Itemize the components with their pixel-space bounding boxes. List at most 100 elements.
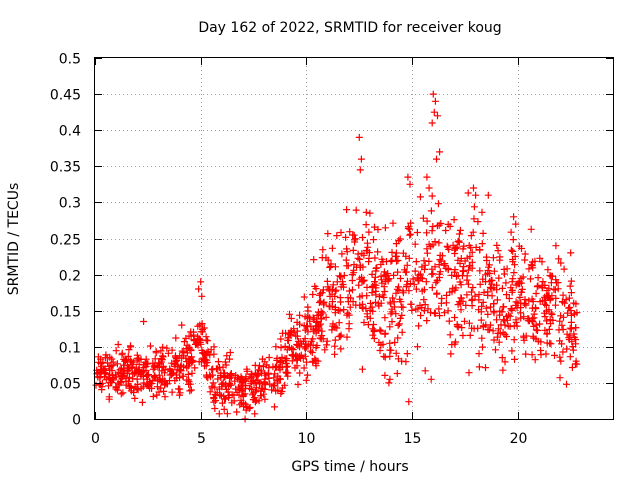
data-point: [542, 350, 550, 358]
data-point: [517, 288, 525, 296]
data-point: [478, 208, 486, 216]
data-point: [422, 278, 430, 286]
data-point: [293, 327, 301, 335]
data-point: [150, 373, 158, 381]
data-point: [444, 265, 452, 272]
data-point: [291, 364, 299, 372]
data-point: [520, 313, 528, 321]
data-point: [412, 305, 420, 313]
data-point: [423, 317, 431, 325]
data-point: [421, 265, 428, 273]
data-point: [187, 386, 195, 394]
data-point: [516, 293, 524, 301]
data-point: [183, 349, 191, 357]
data-point: [534, 282, 542, 290]
data-point: [539, 283, 546, 291]
data-point: [507, 305, 515, 313]
y-tick-label: 0.5: [59, 52, 81, 68]
data-point: [107, 362, 115, 370]
data-point: [331, 350, 339, 358]
data-point: [199, 326, 207, 333]
data-point: [277, 344, 285, 352]
data-point: [476, 267, 484, 275]
data-point: [363, 283, 371, 291]
data-point: [472, 243, 480, 251]
data-point: [251, 410, 259, 418]
data-point: [273, 362, 281, 370]
data-point: [342, 233, 350, 241]
data-point: [194, 341, 202, 349]
data-point: [134, 380, 142, 388]
data-point: [457, 281, 465, 289]
data-point: [411, 267, 419, 275]
data-point: [348, 277, 356, 284]
data-point: [287, 315, 295, 322]
data-point: [499, 303, 507, 311]
data-point: [398, 311, 406, 319]
data-point: [427, 207, 435, 215]
data-point: [508, 347, 516, 355]
data-point: [370, 335, 378, 342]
data-point: [322, 313, 330, 321]
data-point: [551, 286, 559, 294]
data-point: [413, 229, 421, 236]
data-point: [501, 270, 508, 278]
data-point: [379, 258, 387, 266]
data-point: [136, 367, 143, 374]
data-point: [293, 356, 301, 363]
data-point: [567, 289, 575, 297]
data-point: [362, 305, 370, 313]
data-point: [478, 334, 486, 342]
data-point: [256, 362, 263, 370]
data-point: [479, 229, 487, 237]
data-point: [184, 362, 192, 370]
data-point: [404, 224, 412, 232]
data-point: [318, 254, 326, 262]
data-point: [259, 363, 267, 371]
data-point: [476, 246, 484, 254]
data-point: [454, 301, 462, 309]
axis-ticks: [95, 58, 613, 420]
data-point: [328, 285, 336, 293]
data-point: [371, 254, 379, 262]
data-point: [125, 346, 133, 354]
data-point: [223, 410, 231, 418]
data-point: [486, 283, 494, 291]
data-point: [288, 351, 296, 359]
data-point: [195, 285, 203, 293]
data-point: [520, 332, 527, 340]
data-point: [461, 257, 469, 265]
data-point: [264, 370, 272, 378]
data-point: [208, 382, 216, 390]
data-point: [331, 324, 339, 332]
data-point: [98, 367, 106, 375]
data-point: [492, 346, 499, 354]
y-tick-label: 0.45: [50, 88, 81, 104]
data-point: [402, 358, 410, 366]
data-point: [509, 236, 517, 244]
data-point: [428, 119, 436, 127]
data-point: [406, 231, 414, 239]
data-point: [493, 241, 501, 249]
data-point: [546, 296, 554, 304]
data-point: [138, 398, 146, 406]
data-point: [465, 319, 473, 327]
data-point: [288, 357, 296, 365]
data-point: [420, 257, 428, 265]
data-point: [459, 332, 467, 339]
data-point: [210, 394, 218, 401]
data-point: [510, 269, 518, 277]
data-point: [328, 244, 336, 252]
data-point: [503, 316, 511, 324]
data-point: [294, 381, 302, 388]
data-point: [425, 184, 433, 192]
data-point: [309, 291, 317, 298]
data-point: [565, 334, 573, 342]
data-point: [214, 375, 222, 383]
data-point: [227, 381, 235, 389]
data-point: [176, 385, 184, 393]
data-point: [452, 338, 459, 346]
data-point: [470, 325, 478, 333]
data-point: [366, 209, 374, 217]
data-point: [374, 226, 382, 233]
